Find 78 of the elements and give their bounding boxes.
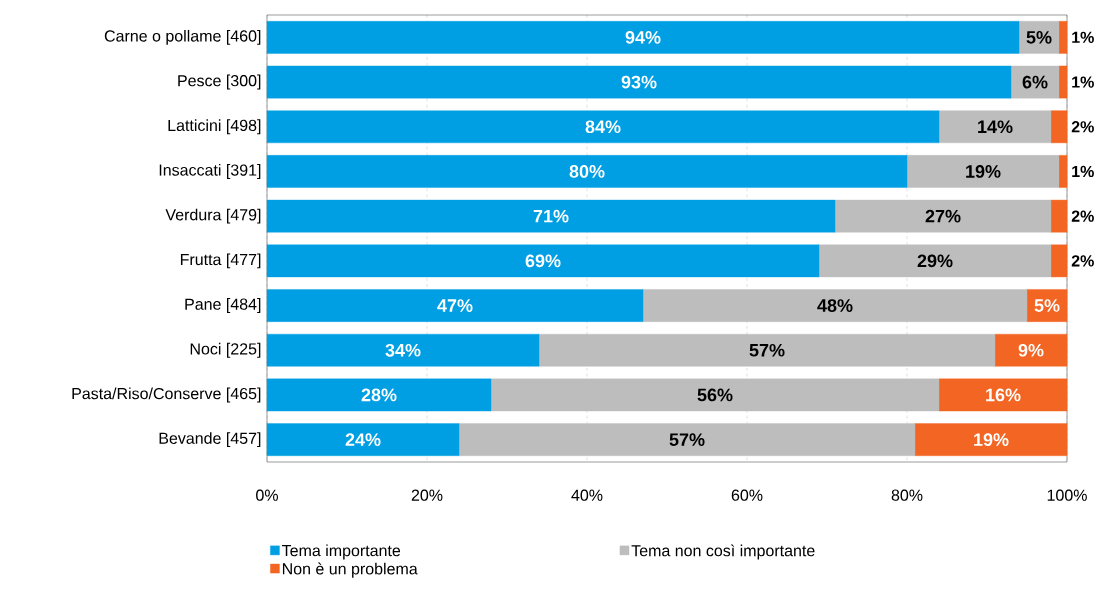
bar	[1058, 21, 1068, 54]
data-label: 94%	[625, 30, 661, 44]
y-tick-label: Frutta [477]	[180, 253, 261, 269]
bar	[266, 155, 908, 188]
data-label: 1%	[1072, 165, 1094, 178]
data-label: 28%	[361, 388, 397, 402]
bar	[818, 244, 1052, 278]
data-label: 19%	[966, 165, 1001, 178]
y-tick-label: Pesce [300]	[178, 74, 261, 90]
data-label: 2%	[1071, 121, 1094, 133]
data-label: 16%	[986, 388, 1021, 402]
bar	[1018, 21, 1060, 54]
bar	[834, 199, 1052, 233]
y-tick-label: Pane [484]	[185, 298, 261, 314]
y-tick-label: Pasta/Riso/Conserve [465]	[72, 387, 261, 403]
data-label: 57%	[669, 433, 705, 446]
bar	[266, 244, 820, 278]
data-label: 2%	[1071, 255, 1094, 267]
bar	[1010, 65, 1060, 99]
bar	[906, 155, 1060, 188]
data-label: 84%	[585, 120, 621, 134]
bar	[266, 21, 1020, 54]
data-label: 57%	[749, 343, 785, 357]
bar	[914, 423, 1068, 456]
bar	[266, 65, 1012, 99]
y-tick-label: Bevande [457]	[159, 432, 261, 448]
legend-label: Tema non così importante	[631, 544, 815, 560]
bar	[266, 289, 644, 322]
bar	[1058, 65, 1068, 99]
bar	[1050, 244, 1068, 278]
data-label: 29%	[917, 254, 953, 268]
y-tick-label: Noci [225]	[190, 342, 261, 358]
bar	[1050, 110, 1068, 144]
x-tick-label: 80%	[891, 489, 923, 501]
bar	[538, 333, 996, 367]
bar	[1050, 199, 1068, 233]
x-tick-label: 0%	[256, 489, 278, 501]
y-tick-label: Carne o pollame [460]	[104, 29, 261, 45]
data-label: 34%	[385, 343, 421, 357]
data-label: 9%	[1018, 343, 1044, 357]
bar	[458, 423, 916, 456]
data-label: 5%	[1034, 299, 1060, 312]
x-tick-label: 20%	[411, 489, 443, 501]
data-label: 14%	[978, 120, 1013, 134]
bar	[938, 378, 1068, 412]
bar	[642, 289, 1028, 322]
bar	[266, 110, 940, 144]
data-label: 2%	[1071, 210, 1094, 222]
legend-label: Tema importante	[282, 544, 401, 560]
x-tick-label: 60%	[731, 489, 763, 501]
data-label: 71%	[533, 209, 569, 223]
data-label: 1%	[1072, 31, 1094, 43]
legend-label: Non è un problema	[282, 562, 418, 578]
data-label: 69%	[525, 254, 561, 268]
bar	[938, 110, 1052, 144]
bar	[266, 199, 836, 233]
data-label: 47%	[437, 299, 473, 312]
data-label: 48%	[817, 299, 853, 312]
y-tick-label: Insaccati [391]	[159, 164, 261, 179]
bar	[266, 423, 460, 456]
y-tick-label: Verdura [479]	[165, 208, 261, 224]
data-label: 19%	[974, 433, 1009, 447]
bar	[266, 378, 492, 412]
bar	[1058, 155, 1068, 188]
x-tick-label: 100%	[1047, 489, 1087, 501]
data-label: 27%	[925, 209, 961, 223]
y-tick-label: Latticini [498]	[168, 119, 261, 135]
data-label: 5%	[1026, 31, 1052, 44]
bar	[490, 378, 940, 412]
data-label: 80%	[569, 165, 605, 178]
bar	[994, 333, 1068, 367]
data-label: 24%	[345, 433, 381, 447]
x-tick-label: 40%	[571, 489, 603, 501]
data-label: 93%	[621, 75, 657, 89]
bar	[266, 333, 540, 367]
data-label: 1%	[1072, 76, 1094, 88]
data-label: 56%	[697, 388, 733, 402]
data-label: 6%	[1022, 75, 1048, 89]
